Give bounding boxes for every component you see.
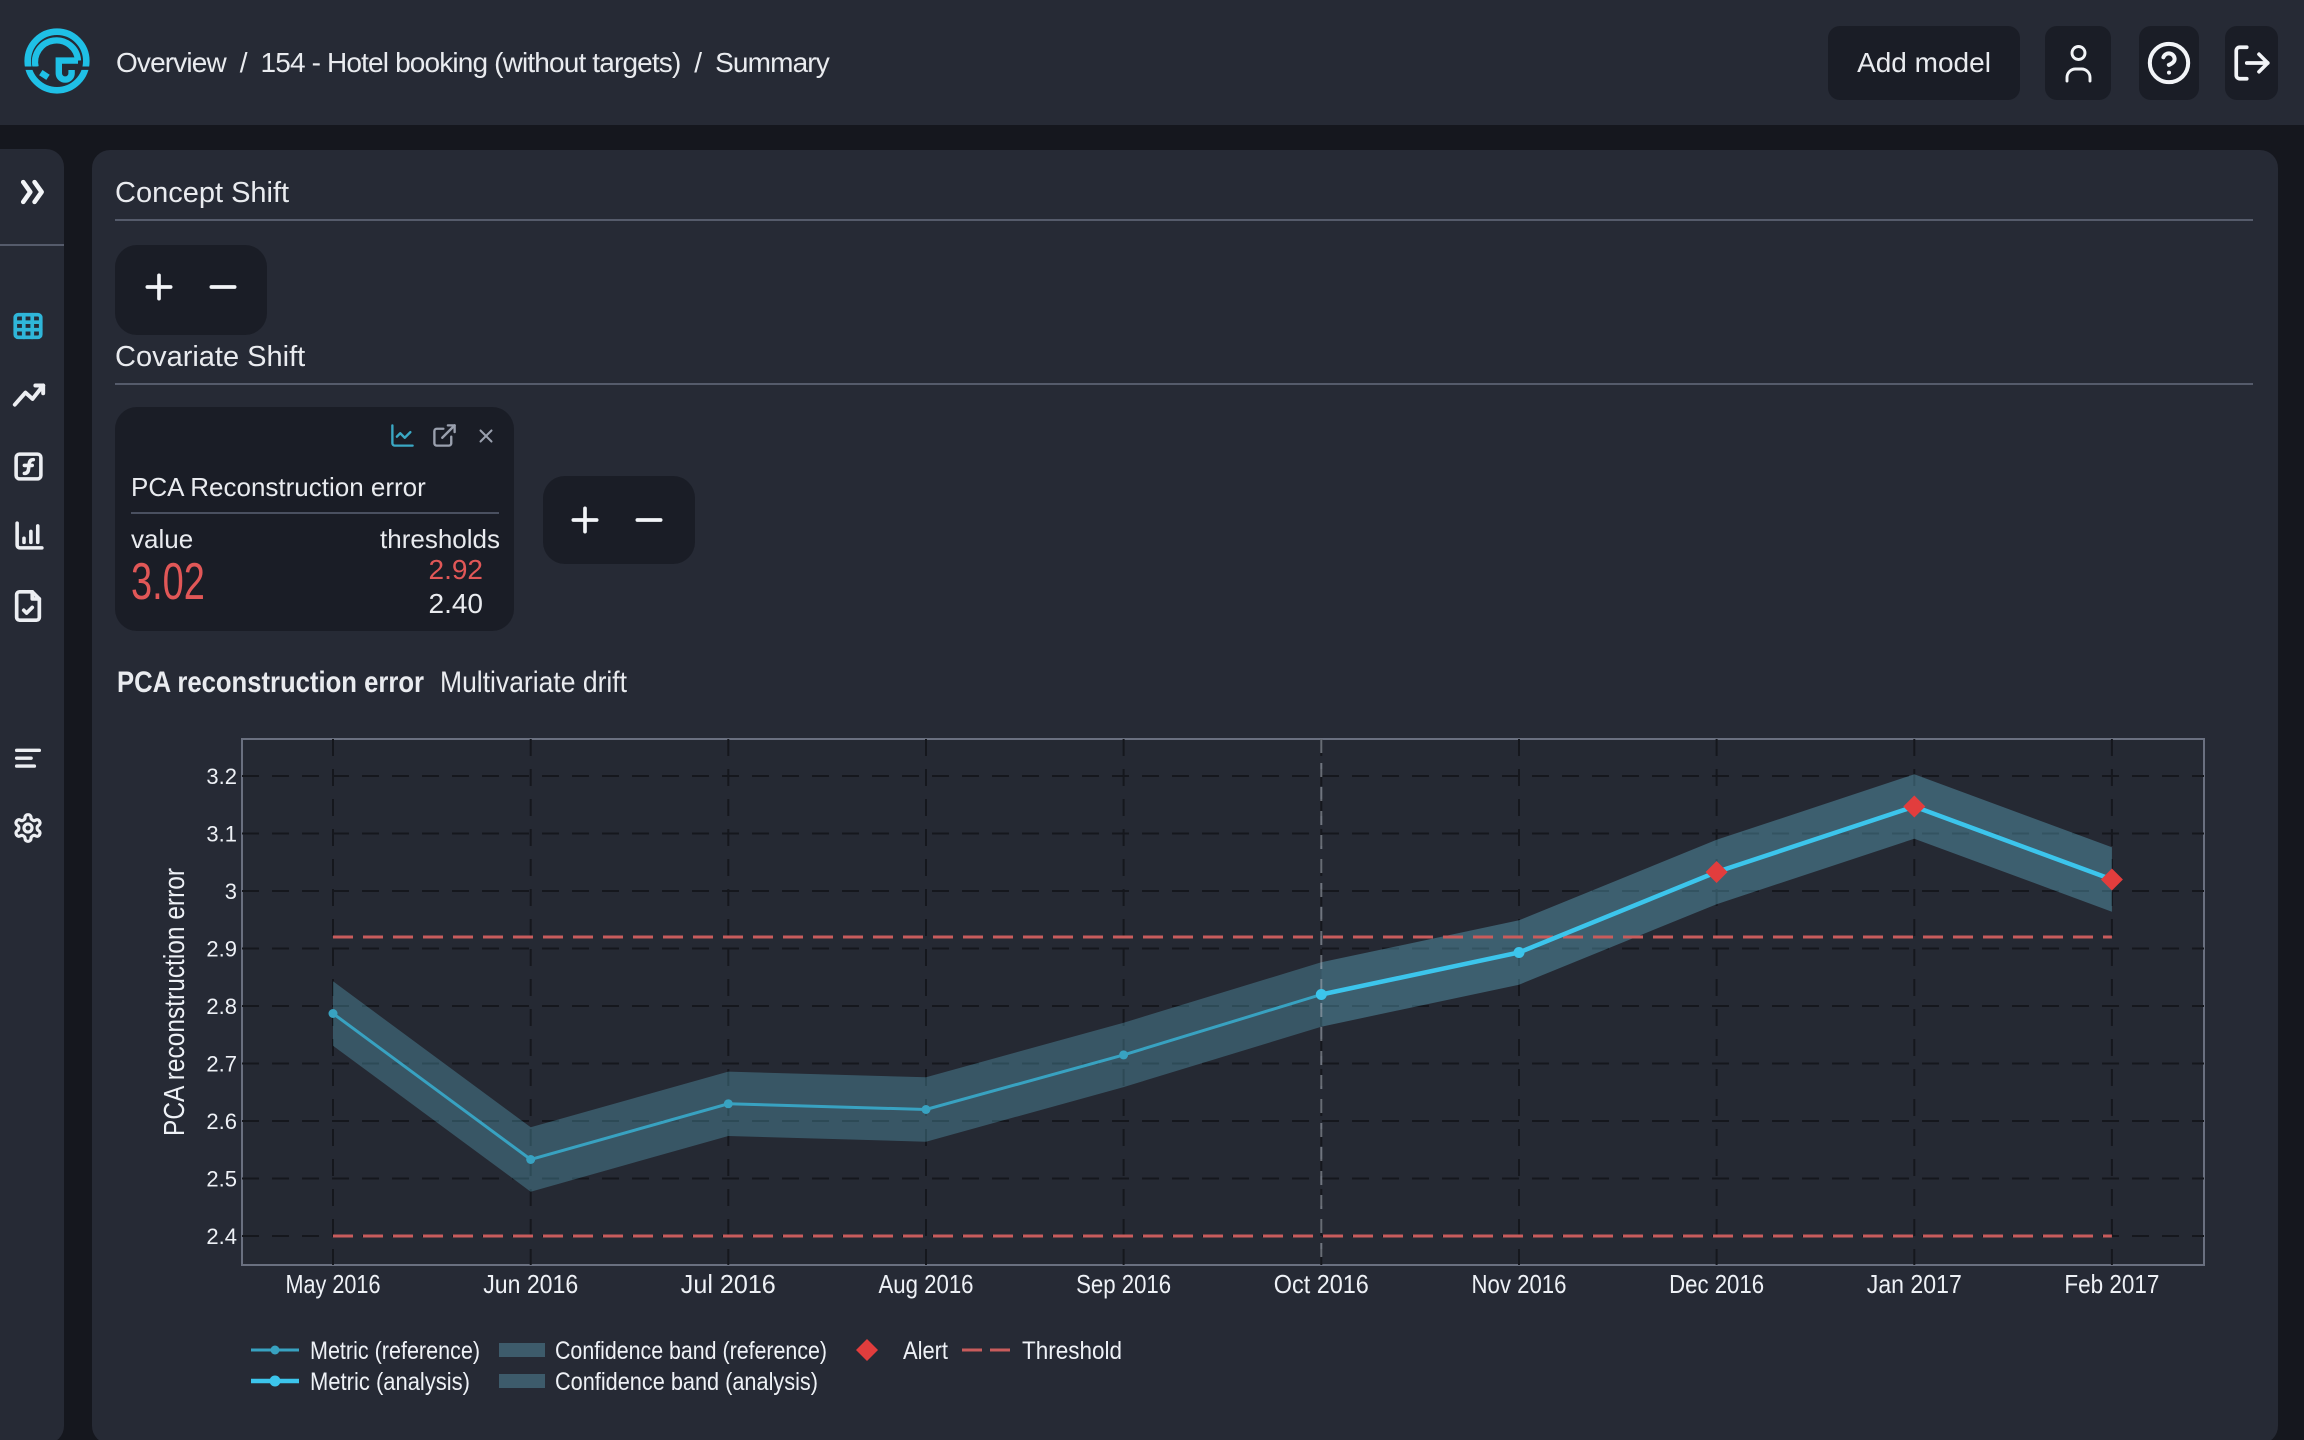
- svg-text:Oct 2016: Oct 2016: [1274, 1269, 1369, 1299]
- svg-text:Confidence band (analysis): Confidence band (analysis): [555, 1368, 818, 1396]
- svg-text:Confidence band (reference): Confidence band (reference): [555, 1337, 827, 1365]
- svg-text:Jun 2016: Jun 2016: [483, 1269, 578, 1299]
- svg-text:Alert: Alert: [903, 1337, 948, 1365]
- svg-text:Metric (reference): Metric (reference): [310, 1337, 480, 1365]
- svg-text:Aug 2016: Aug 2016: [879, 1269, 974, 1299]
- svg-text:May 2016: May 2016: [286, 1269, 381, 1299]
- svg-text:2.5: 2.5: [206, 1167, 237, 1192]
- svg-text:2.6: 2.6: [206, 1109, 237, 1134]
- svg-text:Jan 2017: Jan 2017: [1867, 1269, 1962, 1299]
- svg-text:Jul 2016: Jul 2016: [681, 1269, 776, 1299]
- svg-text:Metric (analysis): Metric (analysis): [310, 1368, 470, 1396]
- svg-text:PCA reconstruction error: PCA reconstruction error: [117, 666, 424, 699]
- svg-text:Threshold: Threshold: [1022, 1337, 1122, 1365]
- svg-text:Nov 2016: Nov 2016: [1472, 1269, 1567, 1299]
- svg-text:Multivariate drift: Multivariate drift: [440, 666, 628, 699]
- svg-text:2.4: 2.4: [206, 1224, 237, 1249]
- svg-text:3: 3: [225, 879, 237, 904]
- svg-text:Sep 2016: Sep 2016: [1076, 1269, 1171, 1299]
- svg-text:3.2: 3.2: [206, 764, 237, 789]
- svg-text:2.8: 2.8: [206, 994, 237, 1019]
- svg-text:2.9: 2.9: [206, 937, 237, 962]
- svg-text:PCA reconstruction error: PCA reconstruction error: [159, 868, 191, 1136]
- svg-text:2.7: 2.7: [206, 1052, 237, 1077]
- svg-text:Dec 2016: Dec 2016: [1669, 1269, 1764, 1299]
- svg-text:Feb 2017: Feb 2017: [2064, 1269, 2159, 1299]
- svg-text:3.1: 3.1: [206, 822, 237, 847]
